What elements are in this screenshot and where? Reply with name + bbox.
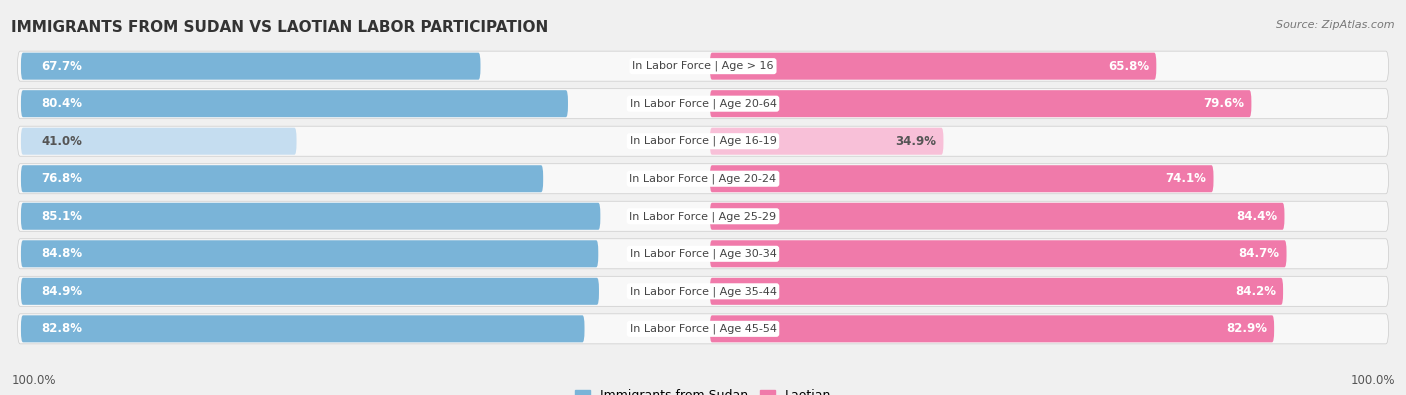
- FancyBboxPatch shape: [21, 315, 585, 342]
- Text: 79.6%: 79.6%: [1204, 97, 1244, 110]
- Text: 84.9%: 84.9%: [42, 285, 83, 298]
- FancyBboxPatch shape: [21, 128, 297, 155]
- FancyBboxPatch shape: [21, 90, 568, 117]
- FancyBboxPatch shape: [710, 240, 1286, 267]
- Text: In Labor Force | Age 45-54: In Labor Force | Age 45-54: [630, 324, 776, 334]
- FancyBboxPatch shape: [21, 165, 543, 192]
- FancyBboxPatch shape: [17, 126, 1389, 156]
- FancyBboxPatch shape: [17, 314, 1389, 344]
- FancyBboxPatch shape: [710, 128, 943, 155]
- Text: Source: ZipAtlas.com: Source: ZipAtlas.com: [1277, 20, 1395, 30]
- FancyBboxPatch shape: [17, 164, 1389, 194]
- FancyBboxPatch shape: [710, 90, 1251, 117]
- Text: In Labor Force | Age 16-19: In Labor Force | Age 16-19: [630, 136, 776, 147]
- FancyBboxPatch shape: [21, 278, 599, 305]
- FancyBboxPatch shape: [17, 51, 1389, 81]
- Text: 100.0%: 100.0%: [11, 374, 56, 387]
- FancyBboxPatch shape: [21, 203, 600, 230]
- Legend: Immigrants from Sudan, Laotian: Immigrants from Sudan, Laotian: [569, 384, 837, 395]
- Text: 41.0%: 41.0%: [42, 135, 83, 148]
- Text: 82.9%: 82.9%: [1226, 322, 1267, 335]
- Text: IMMIGRANTS FROM SUDAN VS LAOTIAN LABOR PARTICIPATION: IMMIGRANTS FROM SUDAN VS LAOTIAN LABOR P…: [11, 20, 548, 35]
- Text: 76.8%: 76.8%: [42, 172, 83, 185]
- FancyBboxPatch shape: [710, 203, 1285, 230]
- FancyBboxPatch shape: [17, 89, 1389, 118]
- Text: 80.4%: 80.4%: [42, 97, 83, 110]
- Text: In Labor Force | Age > 16: In Labor Force | Age > 16: [633, 61, 773, 71]
- Text: 82.8%: 82.8%: [42, 322, 83, 335]
- Text: 74.1%: 74.1%: [1166, 172, 1206, 185]
- FancyBboxPatch shape: [710, 315, 1274, 342]
- Text: 67.7%: 67.7%: [42, 60, 83, 73]
- FancyBboxPatch shape: [710, 165, 1213, 192]
- FancyBboxPatch shape: [17, 276, 1389, 307]
- Text: In Labor Force | Age 30-34: In Labor Force | Age 30-34: [630, 248, 776, 259]
- FancyBboxPatch shape: [710, 278, 1284, 305]
- FancyBboxPatch shape: [17, 201, 1389, 231]
- Text: In Labor Force | Age 25-29: In Labor Force | Age 25-29: [630, 211, 776, 222]
- Text: 65.8%: 65.8%: [1108, 60, 1150, 73]
- Text: 84.7%: 84.7%: [1239, 247, 1279, 260]
- Text: 34.9%: 34.9%: [896, 135, 936, 148]
- Text: 84.8%: 84.8%: [42, 247, 83, 260]
- Text: 100.0%: 100.0%: [1350, 374, 1395, 387]
- FancyBboxPatch shape: [710, 53, 1156, 80]
- Text: In Labor Force | Age 20-24: In Labor Force | Age 20-24: [630, 173, 776, 184]
- FancyBboxPatch shape: [17, 239, 1389, 269]
- Text: In Labor Force | Age 20-64: In Labor Force | Age 20-64: [630, 98, 776, 109]
- Text: In Labor Force | Age 35-44: In Labor Force | Age 35-44: [630, 286, 776, 297]
- Text: 84.2%: 84.2%: [1236, 285, 1277, 298]
- Text: 84.4%: 84.4%: [1236, 210, 1278, 223]
- Text: 85.1%: 85.1%: [42, 210, 83, 223]
- FancyBboxPatch shape: [21, 53, 481, 80]
- FancyBboxPatch shape: [21, 240, 599, 267]
